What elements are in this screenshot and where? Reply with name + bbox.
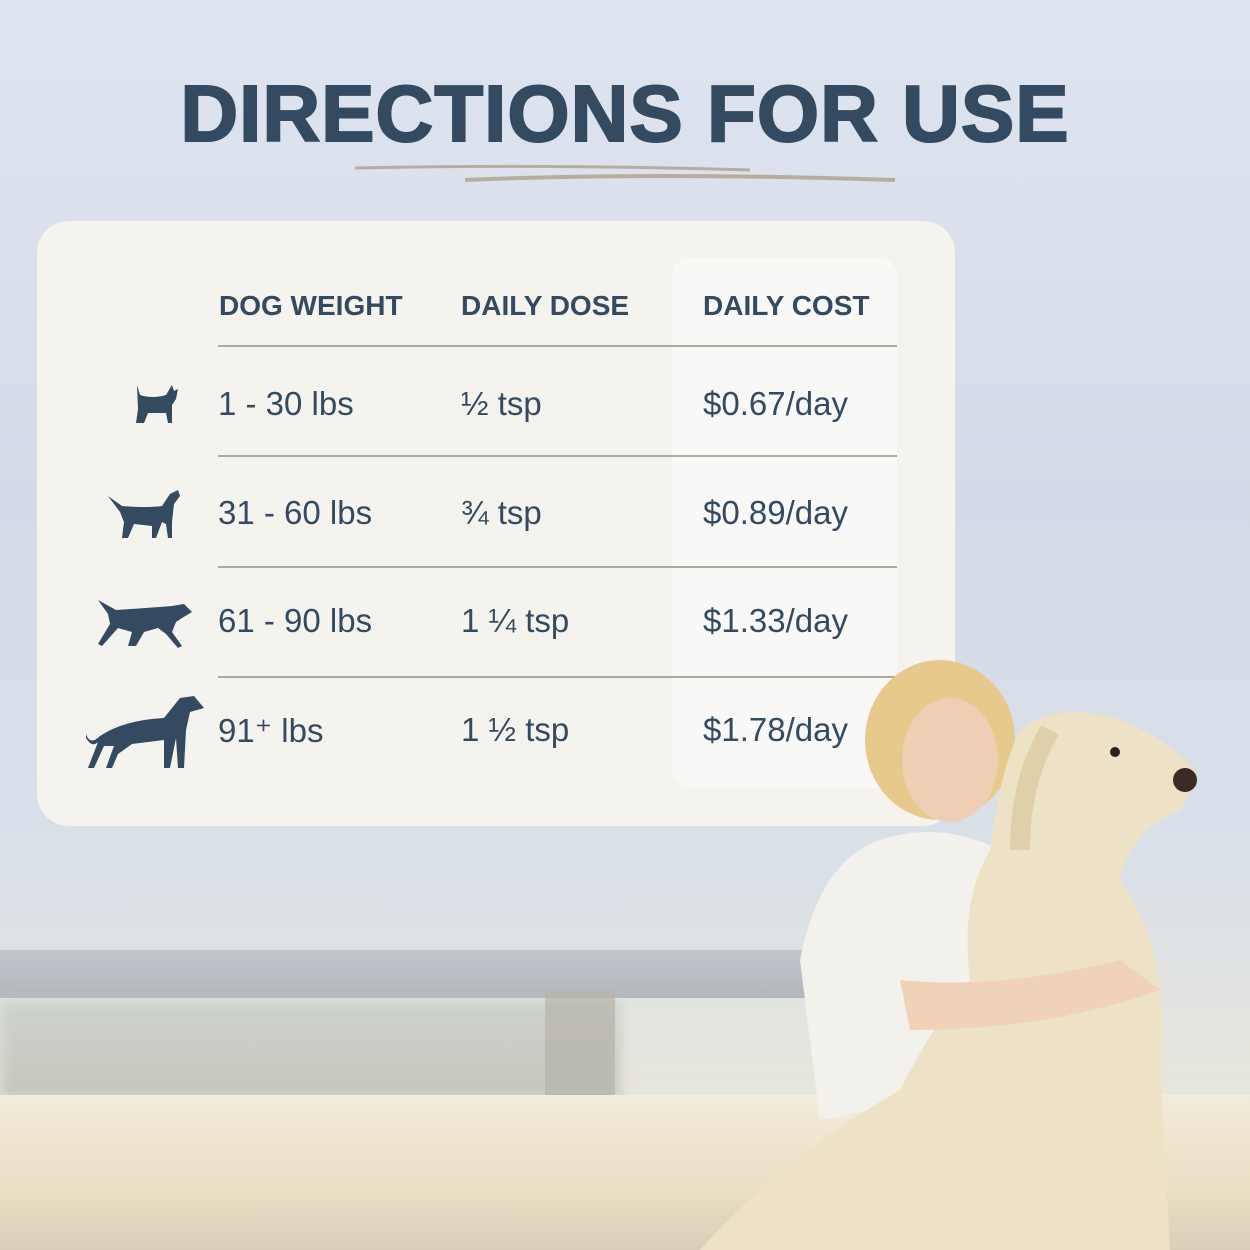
table-row-dose: ½ tsp bbox=[461, 385, 542, 422]
small-dog-icon bbox=[136, 385, 178, 423]
woman-with-dog-photo bbox=[700, 660, 1198, 1250]
medium-dog-icon bbox=[108, 490, 180, 538]
row-divider bbox=[218, 345, 897, 347]
table-row-cost: $1.78/day bbox=[703, 711, 848, 748]
table-row-weight: 91⁺ lbs bbox=[218, 712, 324, 749]
table-row-dose: 1 ½ tsp bbox=[461, 711, 570, 748]
row-divider bbox=[218, 455, 897, 457]
row-divider bbox=[218, 566, 897, 568]
table-row-weight: 61 - 90 lbs bbox=[218, 602, 373, 639]
header-daily-cost: DAILY COST bbox=[703, 290, 870, 321]
table-row-cost: $1.33/day bbox=[703, 602, 848, 639]
table-row-dose: 1 ¼ tsp bbox=[461, 602, 570, 639]
table-row-cost: $0.89/day bbox=[703, 494, 848, 531]
row-divider bbox=[218, 676, 897, 678]
table-row-cost: $0.67/day bbox=[703, 385, 848, 422]
background-hills bbox=[0, 1000, 620, 1100]
title-underline bbox=[354, 164, 896, 182]
giant-dog-icon bbox=[86, 696, 204, 768]
background-pier bbox=[545, 990, 615, 1110]
large-dog-icon bbox=[98, 600, 192, 648]
table-row-weight: 31 - 60 lbs bbox=[218, 494, 373, 531]
header-dog-weight: DOG WEIGHT bbox=[219, 290, 403, 321]
table-row-dose: ¾ tsp bbox=[461, 494, 542, 531]
header-daily-dose: DAILY DOSE bbox=[461, 290, 630, 321]
background-bridge bbox=[0, 950, 820, 998]
table-row-weight: 1 - 30 lbs bbox=[218, 385, 354, 422]
page-title: DIRECTIONS FOR USE bbox=[179, 68, 1070, 159]
